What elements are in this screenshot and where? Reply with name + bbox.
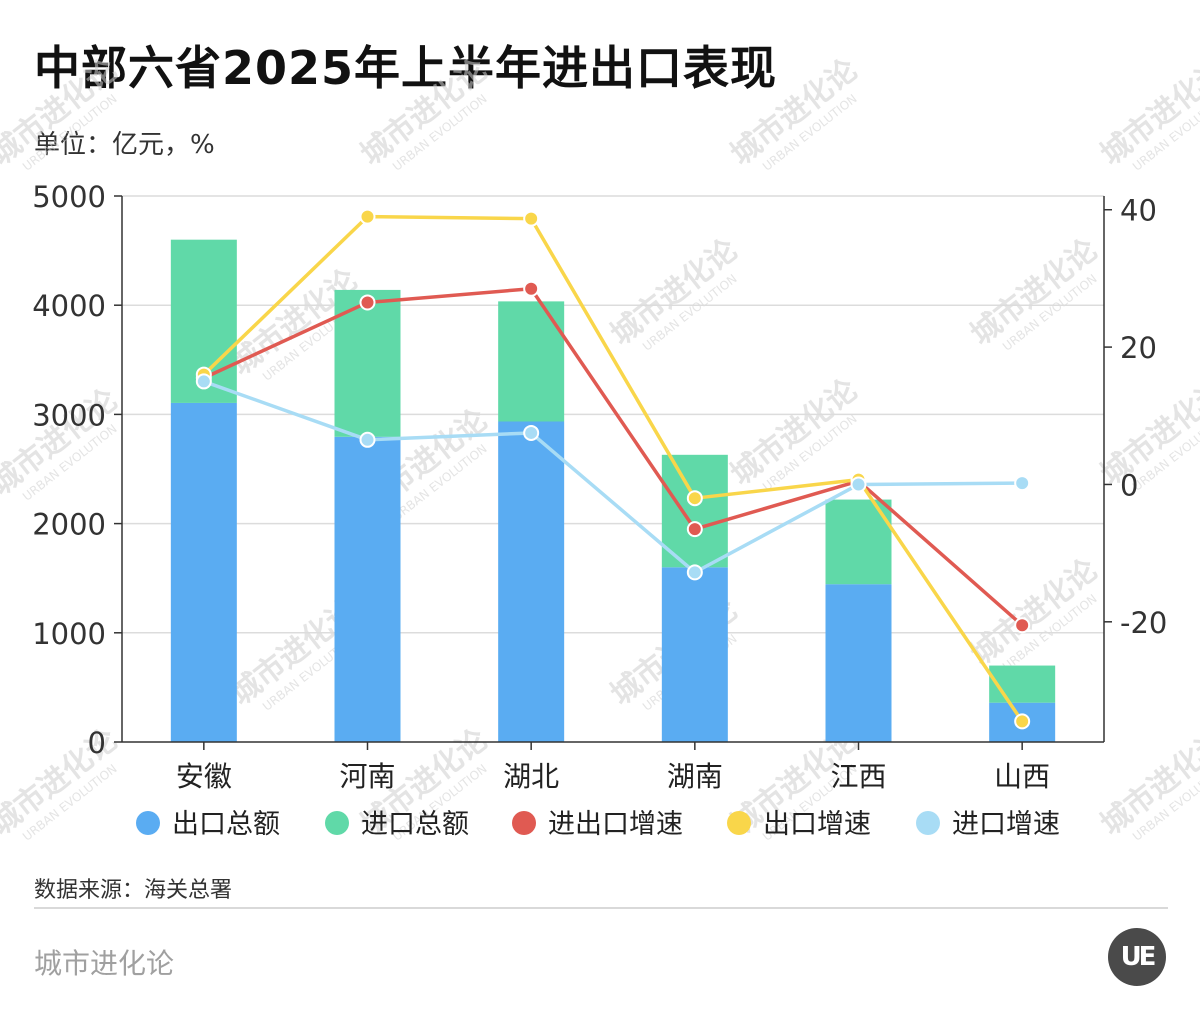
line-point-2 [359,431,376,448]
legend-marker [512,811,536,835]
bar-export [170,402,237,742]
line-point-1 [1014,713,1031,730]
x-tick-label: 山西 [994,760,1050,793]
line-series-0 [203,286,1024,627]
data-source: 数据来源：海关总署 [34,878,233,903]
bar-export [661,567,728,742]
bar-import [989,665,1056,703]
y-left-tick-label: 5000 [32,180,106,214]
legend-label: 出口总额 [172,809,280,840]
brand-logo: UE [1108,928,1166,986]
line-series-1 [202,214,1024,723]
footer-divider [34,907,1168,909]
y-right-tick-label: 40 [1120,194,1157,228]
x-tick-label: 河南 [339,760,395,793]
bar-export [334,436,401,742]
y-left-tick-label: 0 [88,726,106,760]
line-point-2 [686,564,703,581]
chart-title: 中部六省2025年上半年进出口表现 [34,41,778,95]
line-point-0 [359,294,376,311]
legend-label: 进口总额 [361,809,469,840]
line-point-0 [686,521,703,538]
line-point-1 [359,208,376,225]
bar-export [825,584,892,742]
axes: 0 1000 2000 3000 4000 5000 -20 0 20 40 安徽 河南 湖北 湖南 江西 山… [32,180,1167,793]
line-point-1 [686,490,703,507]
legend-label: 进出口增速 [548,809,683,840]
line-point-1 [523,210,540,227]
bars [170,239,1056,742]
legend-marker [916,811,940,835]
y-left-tick-label: 2000 [32,508,106,542]
legend: 出口总额 进口总额 进出口增速 出口增速 进口增速 [136,809,1060,840]
y-left-tick-label: 4000 [32,289,106,323]
bar-import [498,301,565,422]
line-series-2 [203,379,1023,575]
y-right-tick-label: 20 [1120,331,1157,365]
growth-lines [195,208,1031,730]
legend-marker [136,811,160,835]
y-left-tick-label: 3000 [32,398,106,432]
bar-export [498,421,565,742]
legend-label: 进口增速 [952,809,1060,840]
x-tick-label: 湖南 [667,760,723,793]
y-left-tick-label: 1000 [32,617,106,651]
x-tick-label: 湖北 [503,760,559,793]
line-point-0 [523,280,540,297]
line-point-2 [195,373,212,390]
line-point-2 [1014,475,1031,492]
line-point-2 [523,424,540,441]
x-tick-label: 江西 [830,760,886,793]
line-point-0 [1014,617,1031,634]
gridlines [122,195,1104,634]
line-point-2 [850,476,867,493]
unit-label: 单位：亿元，% [34,130,215,160]
legend-marker [325,811,349,835]
bar-import [661,454,728,568]
x-tick-label: 安徽 [176,760,232,793]
brand-name: 城市进化论 [34,947,175,980]
legend-label: 出口增速 [763,809,871,840]
y-right-tick-label: -20 [1120,606,1167,640]
legend-marker [727,811,751,835]
y-right-tick-label: 0 [1120,468,1138,502]
